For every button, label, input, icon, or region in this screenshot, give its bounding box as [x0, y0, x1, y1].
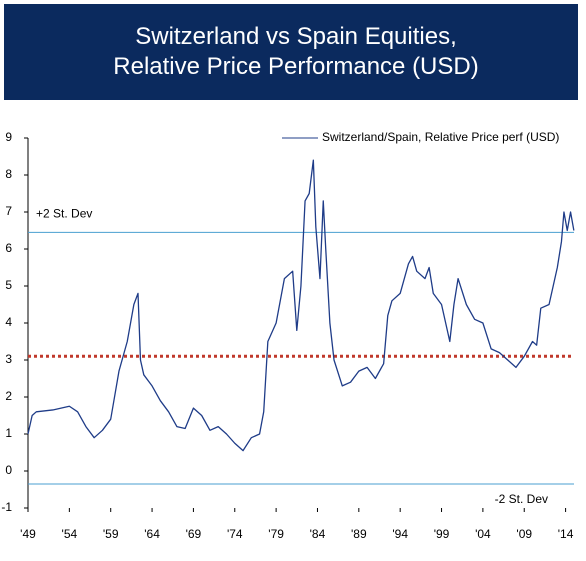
- y-tick-label: 0: [5, 463, 12, 477]
- x-tick-label: '94: [392, 527, 408, 541]
- x-tick-label: '14: [558, 527, 574, 541]
- data-line: [27, 159, 575, 452]
- x-tick-label: '04: [475, 527, 491, 541]
- x-tick-label: '59: [103, 527, 119, 541]
- x-tick-label: '79: [268, 527, 284, 541]
- y-tick-label: 5: [5, 278, 12, 292]
- y-tick-label: 7: [5, 204, 12, 218]
- y-tick-label: 9: [5, 130, 12, 144]
- x-tick-label: '69: [186, 527, 202, 541]
- y-tick-label: 2: [5, 389, 12, 403]
- chart-title: Switzerland vs Spain Equities, Relative P…: [113, 23, 478, 80]
- legend-label: Switzerland/Spain, Relative Price perf (…: [322, 130, 559, 144]
- x-tick-label: '54: [62, 527, 78, 541]
- x-tick-label: '09: [516, 527, 532, 541]
- y-tick-label: 1: [5, 426, 12, 440]
- x-tick-label: '49: [20, 527, 36, 541]
- x-tick-label: '64: [144, 527, 160, 541]
- y-tick-label: 4: [5, 315, 12, 329]
- y-tick-label: 8: [5, 167, 12, 181]
- x-tick-label: '74: [227, 527, 243, 541]
- y-tick-label: 3: [5, 352, 12, 366]
- title-banner: [4, 4, 578, 100]
- x-tick-label: '84: [310, 527, 326, 541]
- x-tick-label: '89: [351, 527, 367, 541]
- y-tick-label: 6: [5, 241, 12, 255]
- reference-label: -2 St. Dev: [495, 492, 548, 506]
- x-tick-label: '99: [434, 527, 450, 541]
- y-tick-label: -1: [1, 500, 12, 514]
- reference-label: +2 St. Dev: [36, 207, 92, 221]
